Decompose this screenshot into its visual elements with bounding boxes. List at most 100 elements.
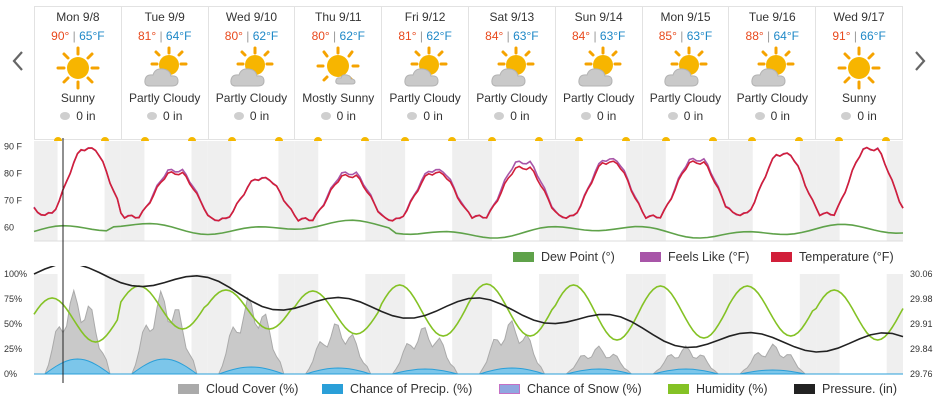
precip-value: 0 in [510, 109, 530, 123]
sunrise-marker [140, 137, 149, 141]
high-temp: 84° [485, 29, 504, 43]
day-card[interactable]: Mon 9/15 85° | 63°F Partly Cloudy 0 in [643, 7, 730, 141]
low-temp: 62°F [426, 29, 452, 43]
low-temp: 63°F [513, 29, 539, 43]
partly-cloudy-icon [664, 46, 708, 87]
precip-amount: 0 in [35, 109, 121, 123]
condition-label: Partly Cloudy [736, 91, 808, 105]
right-y-tick-label: 29.84 [910, 344, 933, 354]
next-arrow[interactable] [910, 46, 930, 76]
precip-amount: 0 in [556, 109, 642, 123]
legend-temperature[interactable]: Temperature (°F) [771, 250, 894, 264]
day-label: Sun 9/14 [574, 10, 623, 24]
day-card[interactable]: Wed 9/17 91° | 66°F Sunny 0 in [816, 7, 903, 141]
y-tick-label: 80 F [4, 168, 23, 178]
y-tick-label: 90 F [4, 141, 23, 151]
sunset-marker [187, 137, 196, 141]
day-card[interactable]: Mon 9/8 90° | 65°F Sunny 0 in [34, 7, 122, 141]
sunset-marker [795, 137, 804, 141]
night-band [712, 274, 730, 374]
prev-arrow[interactable] [8, 46, 28, 76]
day-label: Wed 9/10 [225, 10, 278, 24]
day-card[interactable]: Thu 9/11 80° | 62°F Mostly Sunny 0 in [295, 7, 383, 141]
temperature-swatch [771, 252, 792, 262]
day-card[interactable]: Tue 9/16 88° | 64°F Partly Cloudy 0 in [729, 7, 817, 141]
precip-value: 0 in [597, 109, 617, 123]
condition-label: Partly Cloudy [129, 91, 201, 105]
day-card[interactable]: Fri 9/12 81° | 62°F Partly Cloudy 0 in [382, 7, 469, 141]
precip-drop-icon [60, 112, 71, 120]
conditions-chart: 100% 75% 50% 25% 0% 30.06 29.98 29.91 29.84 29.76 [4, 266, 933, 383]
high-temp: 81° [137, 29, 157, 43]
precip-amount: 0 in [122, 109, 208, 123]
precip-amount: 0 in [382, 109, 468, 123]
day-temps: 80° | 62°F [224, 29, 279, 43]
day-temps: 88° | 64°F [745, 29, 799, 43]
night-band [381, 274, 406, 374]
high-temp: 91° [832, 29, 851, 43]
day-temps: 84° | 63°F [571, 29, 626, 43]
precip-amount: 0 in [816, 109, 902, 123]
night-band [34, 141, 58, 241]
partly-cloudy-icon [230, 46, 274, 87]
day-temps: 85° | 63°F [658, 29, 713, 43]
legend-feels-like[interactable]: Feels Like (°F) [640, 250, 749, 264]
sunrise-marker [314, 137, 323, 141]
low-temp: 63°F [686, 29, 713, 43]
low-temp: 64°F [773, 29, 799, 43]
night-band [555, 141, 579, 241]
precip-drop-icon [233, 112, 244, 120]
precip-value: 0 in [249, 109, 270, 123]
precip-swatch [322, 384, 343, 394]
legend-pressure[interactable]: Pressure. (in) [794, 382, 897, 396]
day-card[interactable]: Sat 9/13 84° | 63°F Partly Cloudy 0 in [469, 7, 556, 141]
high-temp: 88° [745, 29, 764, 43]
night-band [381, 141, 406, 241]
legend-cloud-cover[interactable]: Cloud Cover (%) [178, 382, 298, 396]
night-band [626, 141, 643, 241]
legend-dew-point[interactable]: Dew Point (°) [513, 250, 615, 264]
high-temp: 85° [658, 29, 677, 43]
night-band [207, 141, 232, 241]
precip-amount: 0 in [295, 109, 381, 123]
legend-dew-point-label: Dew Point (°) [541, 250, 615, 264]
precip-drop-icon [320, 112, 331, 120]
precip-amount: 0 in [469, 109, 555, 123]
legend-precip[interactable]: Chance of Precip. (%) [322, 382, 472, 396]
day-label: Mon 9/8 [56, 10, 100, 24]
day-card[interactable]: Tue 9/9 81° | 64°F Partly Cloudy 0 in [122, 7, 209, 141]
condition-label: Partly Cloudy [215, 91, 288, 105]
night-band [365, 274, 382, 374]
sunrise-marker [401, 137, 410, 141]
night-band [729, 274, 753, 374]
day-label: Wed 9/17 [833, 10, 885, 24]
high-temp: 80° [224, 29, 243, 43]
sunrise-marker [574, 137, 583, 141]
partly-cloudy-icon [751, 46, 795, 87]
day-label: Tue 9/9 [144, 10, 185, 24]
night-band [191, 141, 208, 241]
precip-drop-icon [667, 112, 678, 120]
day-card[interactable]: Wed 9/10 80° | 62°F Partly Cloudy 0 in [209, 7, 296, 141]
humidity-swatch [668, 384, 689, 394]
night-band [539, 274, 556, 374]
cloud-cover-swatch [178, 384, 199, 394]
right-y-tick-label: 29.76 [910, 369, 933, 379]
precip-value: 0 in [857, 109, 877, 123]
condition-label: Sunny [842, 91, 877, 105]
low-temp: 64°F [165, 29, 192, 43]
legend-snow[interactable]: Chance of Snow (%) [499, 382, 642, 396]
night-band [294, 141, 319, 241]
legend-humidity[interactable]: Humidity (%) [668, 382, 768, 396]
day-card[interactable]: Sun 9/14 84° | 63°F Partly Cloudy 0 in [556, 7, 643, 141]
legend-temperature-label: Temperature (°F) [799, 250, 894, 264]
dew-point-swatch [513, 252, 534, 262]
night-band [278, 274, 295, 374]
night-band [120, 274, 145, 374]
left-y-tick-label: 0% [4, 369, 17, 379]
day-temps: 80° | 62°F [311, 29, 365, 43]
pressure-swatch [794, 384, 815, 394]
precip-drop-icon [147, 112, 158, 120]
y-tick-label: 70 F [4, 195, 23, 205]
left-y-tick-label: 50% [4, 319, 22, 329]
